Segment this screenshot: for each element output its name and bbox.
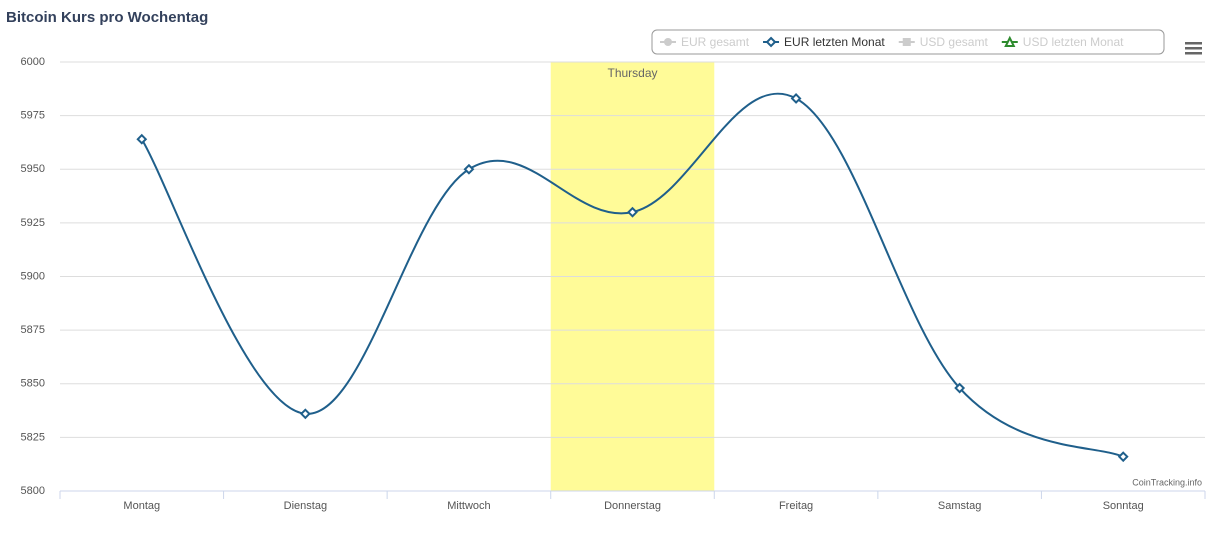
x-tick-label: Freitag bbox=[779, 500, 813, 512]
legend-item[interactable]: EUR letzten Monat bbox=[763, 35, 885, 49]
legend-item[interactable]: USD gesamt bbox=[898, 35, 989, 49]
legend-label: EUR gesamt bbox=[681, 35, 750, 49]
data-point bbox=[299, 408, 311, 420]
menu-bar bbox=[1185, 47, 1202, 50]
y-tick-label: 5950 bbox=[21, 163, 45, 175]
legend-item[interactable]: EUR gesamt bbox=[660, 35, 750, 49]
legend-label: EUR letzten Monat bbox=[784, 35, 885, 49]
y-tick-label: 5850 bbox=[21, 378, 45, 390]
menu-button[interactable] bbox=[1185, 42, 1202, 55]
marker bbox=[765, 36, 777, 48]
y-tick-label: 5875 bbox=[21, 324, 45, 336]
x-tick-label: Donnerstag bbox=[604, 500, 661, 512]
data-point bbox=[136, 133, 148, 145]
x-tick-label: Sonntag bbox=[1103, 500, 1144, 512]
legend-label: USD letzten Monat bbox=[1023, 35, 1124, 49]
y-tick-label: 5900 bbox=[21, 270, 45, 282]
data-point bbox=[463, 163, 475, 175]
x-tick-label: Dienstag bbox=[284, 500, 327, 512]
y-tick-label: 5975 bbox=[21, 110, 45, 122]
credits: CoinTracking.info bbox=[1132, 477, 1202, 487]
data-point bbox=[790, 93, 802, 104]
menu-bar bbox=[1185, 52, 1202, 55]
y-tick-label: 5825 bbox=[21, 431, 45, 443]
marker bbox=[902, 38, 911, 46]
x-tick-label: Montag bbox=[123, 500, 160, 512]
menu-bar bbox=[1185, 42, 1202, 45]
data-point bbox=[954, 382, 966, 394]
legend-item[interactable]: USD letzten Monat bbox=[1001, 35, 1124, 49]
y-tick-label: 5800 bbox=[21, 485, 45, 497]
x-tick-label: Mittwoch bbox=[447, 500, 490, 512]
y-tick-label: 6000 bbox=[21, 56, 45, 68]
y-tick-label: 5925 bbox=[21, 217, 45, 229]
data-point bbox=[627, 206, 638, 218]
plot-band-label: Thursday bbox=[607, 66, 657, 80]
chart-title: Bitcoin Kurs pro Wochentag bbox=[6, 9, 208, 26]
legend-label: USD gesamt bbox=[920, 35, 989, 49]
series-line bbox=[140, 92, 1124, 458]
marker bbox=[1004, 35, 1016, 47]
x-tick-label: Samstag bbox=[938, 500, 981, 512]
marker bbox=[664, 38, 672, 46]
data-point bbox=[1117, 451, 1129, 463]
